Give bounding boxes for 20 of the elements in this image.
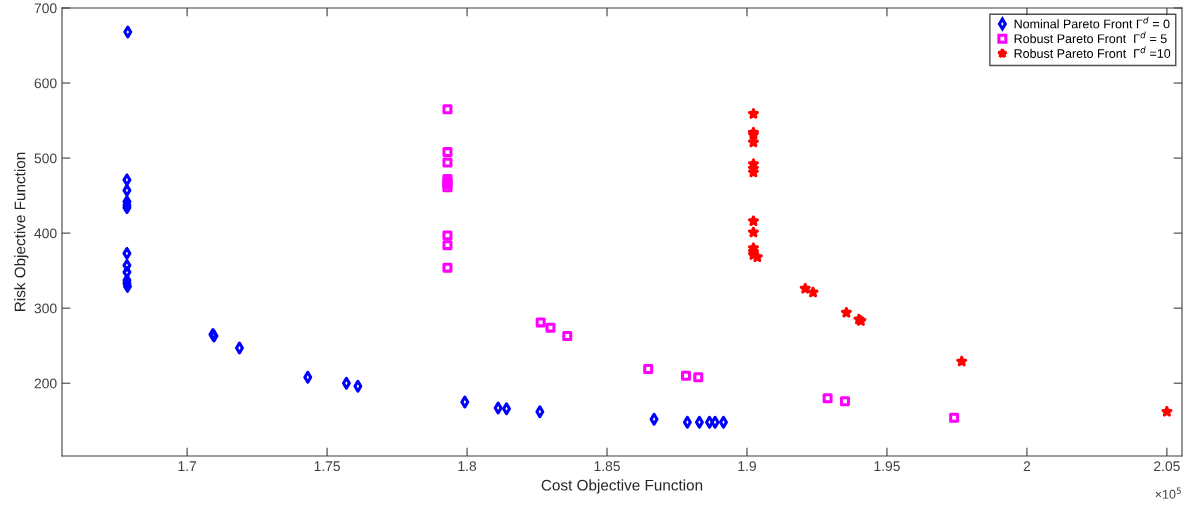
x-tick-label: 1.95 (874, 461, 900, 472)
legend-label: Robust Pareto Front Γ$^{d}$ = 5 (1014, 31, 1167, 44)
legend-label: Robust Pareto Front Γ$^{d}$ =10 (1014, 46, 1171, 58)
y-tick-label: 200 (34, 378, 57, 389)
x-tick-label: 2.05 (1154, 461, 1180, 472)
x-tick-label: 1.75 (314, 461, 341, 472)
text: ×10$^{5}$ (1155, 487, 1181, 499)
x-tick-label: 1.85 (594, 461, 620, 472)
y-tick-label: 300 (34, 303, 57, 314)
x-tick-label: 2 (1023, 461, 1031, 471)
y-tick-label: 500 (34, 153, 57, 164)
x-tick-label: 1.9 (738, 461, 756, 472)
y-tick-label: 600 (34, 78, 57, 89)
y-axis-title: Risk Objective Function (14, 152, 29, 311)
y-tick-label: 700 (34, 3, 57, 14)
x-axis-title: Cost Objective Function (541, 479, 703, 494)
y-tick-label: 400 (34, 228, 57, 239)
x-tick-label: 1.7 (178, 461, 197, 471)
x-tick-label: 1.8 (458, 461, 477, 472)
legend-label: Nominal Pareto Front Γ$^{d}$ = 0 (1014, 16, 1170, 29)
